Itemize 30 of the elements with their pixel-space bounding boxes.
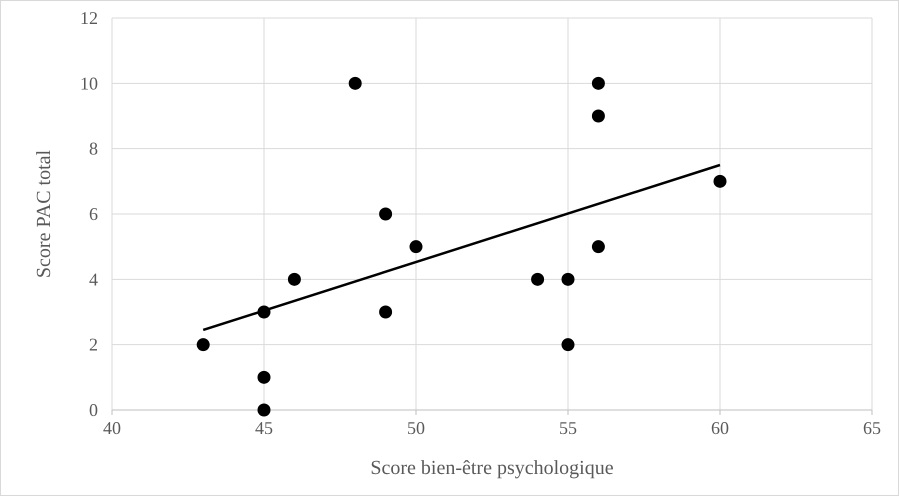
x-tick-label: 50 xyxy=(407,418,425,438)
y-tick-label: 4 xyxy=(89,269,98,290)
point xyxy=(562,338,574,352)
y-tick-label: 6 xyxy=(89,204,98,224)
point xyxy=(258,404,270,416)
point xyxy=(379,306,392,318)
y-axis-title: Score PAC total xyxy=(33,149,55,278)
x-tick-label: 40 xyxy=(103,418,121,438)
point xyxy=(258,370,270,384)
y-tick-label: 0 xyxy=(89,400,98,420)
point xyxy=(348,76,362,90)
point xyxy=(562,272,574,286)
point xyxy=(288,272,301,286)
y-tick-label: 10 xyxy=(80,73,98,94)
x-tick-label: 55 xyxy=(559,418,577,438)
y-tick-label: 2 xyxy=(89,334,98,355)
y-tick-label: 8 xyxy=(89,138,98,159)
x-tick-label: 45 xyxy=(255,418,273,438)
y-tick-label: 12 xyxy=(80,8,98,28)
point xyxy=(714,174,726,188)
point xyxy=(531,272,544,286)
point xyxy=(379,208,392,220)
x-axis-title: Score bien-être psychologique xyxy=(370,457,614,479)
point xyxy=(410,240,422,254)
point xyxy=(592,110,605,122)
point xyxy=(196,338,210,352)
x-tick-label: 60 xyxy=(711,418,729,438)
x-tick-label: 65 xyxy=(863,418,881,438)
point xyxy=(592,76,605,90)
point xyxy=(592,240,605,254)
